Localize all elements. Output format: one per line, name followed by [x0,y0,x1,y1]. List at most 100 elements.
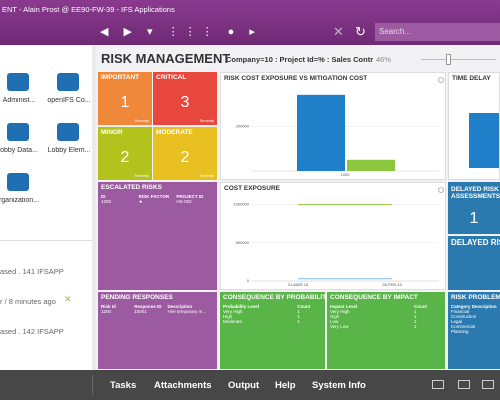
tile-title: CONSEQUENCE BY PROBABILITY [223,294,325,301]
nav-item-label[interactable]: Lobby Elem... [47,147,91,154]
chart: 0 500000 1000000 31-MAR-15 28-FEB-15 [233,187,444,287]
footer-icon[interactable] [458,380,470,389]
chart: 200000 1000 [236,77,444,177]
table-cell: Hire temporary m... [167,309,206,314]
column-header: PROJECT ID [176,194,204,199]
footer-icon[interactable] [482,380,494,389]
table: Category Description Financial Constructio… [451,304,497,334]
tile-caption: Severity [199,118,214,123]
table-cell: High [330,314,340,319]
nav-icon[interactable] [57,123,79,141]
tile-caption: Severity [199,173,214,178]
table-cell: 1 [297,319,300,324]
severity-tile: MODERATE 2 Severity [153,127,217,180]
table-cell: Legal [451,319,463,324]
column-header: Impact Level [330,304,358,309]
navigator: Administ... openIFS Co... obby Data... Lobb… [0,45,92,370]
column-header: RISK FACTOR [138,194,170,199]
nav-item-label[interactable]: openIFS Co... [47,97,91,104]
table-cell: High [223,314,233,319]
chart-menu [438,77,444,83]
column-header: Count [297,304,311,309]
severity-tile: CRITICAL 3 Severity [153,72,217,125]
column-header: Count [414,304,427,309]
x-tick-label: 1000 [341,172,351,177]
tile-title: PENDING RESPONSES [101,294,173,301]
list-tile: RISK PROBLEM Category Description Financia… [448,292,500,369]
tile-title: MINOR [101,129,123,136]
table: Probability Level Count Very High 1 High 1 Mod… [223,304,322,324]
list-tile: ESCALATED RISKS ID RISK FACTOR PROJECT ID 12… [98,182,217,290]
zoom-handle[interactable] [446,54,451,65]
tile-title: DELAYED RISK A [451,238,500,247]
notification: ased . 141 IFSAPP [0,267,64,276]
footer-menu-item[interactable]: Help [275,380,296,391]
list-tile: CONSEQUENCE BY PROBABILITY Probability Le… [220,292,325,369]
list-tile: CONSEQUENCE BY IMPACT Impact Level Count Ve… [327,292,445,369]
table: Impact Level Count Very High 1 High 1 Low 1 Very… [330,304,442,329]
chart-menu [438,187,444,193]
table-cell: 1200 [101,199,112,204]
table: ID RISK FACTOR PROJECT ID 1200 ★ HK-002 [101,194,214,205]
nav-buttons[interactable]: ◀ ▶ ▾ ⋮⋮⋮ ● ▸ [100,26,261,38]
nav-item-label[interactable]: obby Data... [0,147,38,154]
tile-value: 3 [180,94,190,111]
table-cell: 1 [414,309,417,314]
footer-menu-item[interactable]: Output [228,380,260,391]
column-header: Category Description [451,304,497,309]
chart-panel: RISK COST EXPOSURE VS MITIGATION COST 200… [220,72,446,180]
y-tick-label: 1000000 [233,202,249,207]
nav-icon[interactable] [57,73,79,91]
kpi-tile: DELAYED RISK A [448,236,500,290]
nav-item-label[interactable]: rganization... [0,197,40,204]
nav-item-label[interactable]: Administ... [2,97,36,104]
column-header: ID [101,194,106,199]
kpi-tile: DELAYED RISK ASSESSMENTS 1 [448,182,500,234]
y-tick-label: 0 [247,278,250,283]
refresh-button[interactable]: ↻ [355,24,366,39]
table-cell: HK-002 [176,199,192,204]
table-cell: Very High [330,309,350,314]
table-cell: Commercial [451,324,476,329]
tile-value: 1 [120,94,130,111]
column-header: Description [167,304,193,309]
table-cell: Very Low [330,324,349,329]
x-tick-label: 28-FEB-15 [382,282,402,287]
column-header: Probability Level [223,304,260,309]
nav-icon[interactable] [7,173,29,191]
table-cell: 1 [414,314,417,319]
zoom-level: 46% [376,55,392,64]
divider [0,240,92,241]
search-box[interactable]: Search... [375,23,500,41]
y-tick-label: 500000 [236,240,250,245]
tile-title: MODERATE [156,129,193,136]
zoom-slider[interactable] [421,59,496,60]
table-cell: Construction [451,314,477,319]
nav-icon[interactable] [7,73,29,91]
footer-menu-item[interactable]: Tasks [110,380,137,391]
footer-bar [0,370,500,400]
footer-menu-item[interactable]: System Info [312,380,366,391]
table-cell: 1 [414,324,417,329]
column-header: Risk Id [101,304,116,309]
title-bar: ENT - Alain Prost @ EE90-FW-39 - IFS App… [0,0,500,45]
close-button[interactable]: ✕ [333,24,344,39]
chart-panel: TIME DELAY [448,72,500,180]
footer-icon[interactable] [432,380,444,389]
severity-tile: IMPORTANT 1 Severity [98,72,152,125]
footer-menu-item[interactable]: Attachments [154,380,212,391]
tile-title: ESCALATED RISKS [101,184,162,191]
table: Risk Id Response ID Description 1200 10001 Hi… [101,304,214,314]
bar [297,94,345,171]
table-cell: ★ [138,199,143,204]
bar [347,159,395,171]
column-header: Response ID [134,304,162,309]
y-tick-label: 200000 [236,123,250,128]
tile-caption: Severity [134,173,149,178]
tile-title: IMPORTANT [101,74,140,81]
lobby-context: Company=10 : Project Id=% : Sales Contr [226,55,374,64]
tile-title: CONSEQUENCE BY IMPACT [330,294,418,301]
dismiss-icon[interactable]: ✕ [64,294,72,304]
list-tile: PENDING RESPONSES Risk Id Response ID Descr… [98,292,217,369]
nav-icon[interactable] [7,123,29,141]
